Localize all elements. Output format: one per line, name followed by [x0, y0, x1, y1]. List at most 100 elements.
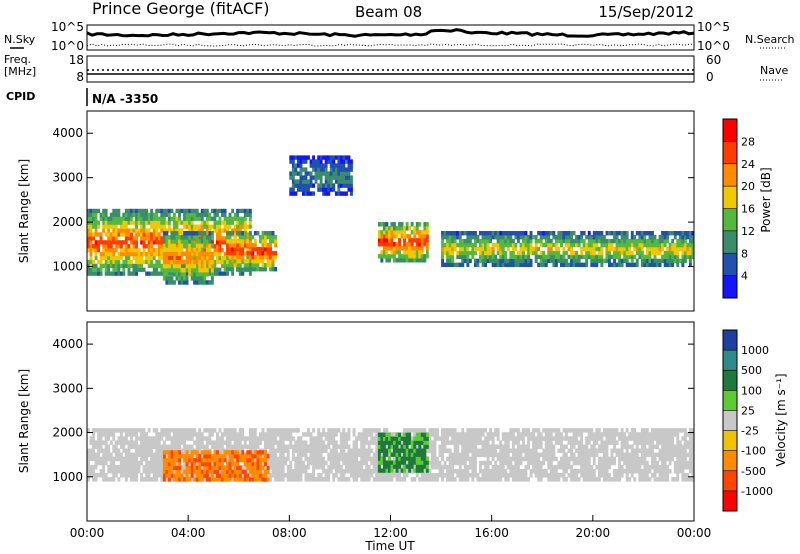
power-cell-2060 — [582, 238, 586, 244]
power-cell-741 — [218, 220, 222, 225]
power-cell-1941 — [542, 258, 546, 264]
velocity-cell-190 — [132, 452, 136, 458]
power-cell-979 — [180, 276, 184, 281]
velocity-cell-624 — [233, 456, 237, 462]
power-cell-167 — [114, 212, 118, 217]
power-cell-1783 — [486, 231, 490, 236]
velocity-cell-2539 — [691, 428, 695, 433]
power-cell-2264 — [651, 235, 654, 240]
power-cell-138 — [112, 267, 116, 272]
power-cell-2152 — [615, 250, 619, 256]
power-cell-1296 — [296, 187, 300, 192]
power-cell-1097 — [208, 255, 212, 261]
power-cell-1171 — [241, 231, 245, 236]
velocity-cell-1843 — [524, 428, 528, 433]
power-cell-2275 — [656, 258, 659, 264]
velocity-cell-1883 — [534, 436, 538, 441]
velocity-cell-1183 — [367, 469, 371, 474]
velocity-cell-2248 — [625, 464, 629, 470]
power-cell-1804 — [494, 231, 498, 236]
velocity-cell-1685 — [486, 432, 490, 437]
power-cell-2134 — [608, 238, 611, 244]
power-cell-1990 — [557, 231, 561, 236]
velocity-cell-2055 — [577, 440, 581, 445]
velocity-cell-2467 — [676, 456, 680, 462]
power-cell-1149 — [236, 259, 240, 264]
velocity-cell-1535 — [453, 460, 457, 466]
power-cell-794 — [228, 212, 232, 217]
velocity-cell-583 — [223, 440, 227, 445]
velocity-cell-5 — [87, 456, 90, 462]
power-cell-1714 — [463, 242, 467, 248]
power-cell-1217 — [259, 255, 262, 260]
velocity-cell-403 — [180, 436, 184, 441]
power-cell-1321 — [304, 187, 308, 192]
velocity-cell-543 — [213, 428, 217, 433]
power-cell-1441 — [342, 183, 346, 188]
power-cell-164 — [114, 224, 118, 229]
velocity-cell-2440 — [668, 440, 672, 445]
power-cell-1365 — [319, 179, 323, 184]
velocity-cell-469 — [195, 432, 199, 437]
power-colorbar-swatch-6 — [723, 141, 737, 165]
power-cell-1635 — [425, 238, 429, 243]
velocity-cell-463 — [195, 460, 199, 466]
velocity-cell-2212 — [615, 448, 619, 453]
power-cell-1159 — [238, 247, 242, 252]
power-cell-1942 — [542, 254, 546, 260]
power-cell-1458 — [347, 183, 351, 188]
velocity-cell-426 — [185, 432, 189, 437]
velocity-cell-1938 — [549, 473, 553, 478]
power-cell-1028 — [190, 235, 194, 240]
power-cell-2053 — [580, 238, 584, 244]
power-cell-932 — [167, 235, 171, 240]
power-cell-201 — [122, 240, 126, 245]
power-cell-1872 — [517, 250, 520, 256]
power-cell-1161 — [238, 239, 242, 244]
velocity-cell-254 — [147, 460, 151, 466]
power-cell-32 — [92, 271, 95, 276]
velocity-cell-1122 — [352, 444, 356, 449]
power-cell-1970 — [552, 258, 556, 264]
velocity-cell-298 — [157, 460, 161, 466]
power-cell-1029 — [190, 231, 194, 236]
power-cell-896 — [248, 208, 252, 214]
velocity-cell-288 — [155, 452, 159, 458]
power-colorbar-swatch-4 — [723, 186, 737, 209]
velocity-cell-1993 — [562, 452, 566, 458]
velocity-cell-2534 — [691, 448, 695, 453]
power-cell-2351 — [681, 242, 685, 248]
velocity-cell-203 — [135, 444, 138, 449]
velocity-cell-1108 — [350, 469, 353, 474]
power-cell-1972 — [552, 250, 556, 256]
velocity-cell-2113 — [590, 428, 594, 433]
velocity-cell-2452 — [671, 428, 675, 433]
power-cell-1816 — [499, 250, 503, 256]
power-cell-588 — [190, 216, 194, 221]
velocity-cell-2031 — [572, 456, 576, 462]
velocity-cell-1567 — [461, 460, 465, 466]
velocity-cell-1041 — [332, 436, 336, 441]
velocity-cell-1566 — [461, 469, 465, 474]
velocity-cell-1738 — [501, 469, 505, 474]
velocity-cell-575 — [221, 432, 224, 437]
power-cell-1144 — [233, 247, 237, 252]
power-cell-1790 — [489, 231, 492, 236]
velocity-cell-398 — [180, 469, 184, 474]
power-cell-961 — [175, 251, 179, 256]
power-cell-142 — [112, 251, 116, 257]
power-cell-385 — [155, 228, 159, 233]
velocity-cell-1554 — [458, 477, 462, 482]
power-cell-674 — [205, 216, 209, 221]
power-cell-570 — [188, 228, 192, 233]
power-cell-1371 — [319, 155, 323, 160]
velocity-cell-1572 — [461, 440, 465, 445]
power-cell-289 — [137, 220, 141, 225]
velocity-cell-2431 — [666, 436, 670, 441]
power-cell-2171 — [620, 238, 624, 244]
power-cell-833 — [238, 267, 242, 272]
velocity-cell-2179 — [608, 477, 611, 482]
velocity-cell-1123 — [352, 440, 356, 445]
power-cell-1095 — [208, 280, 212, 285]
power-cell-2113 — [600, 242, 604, 248]
